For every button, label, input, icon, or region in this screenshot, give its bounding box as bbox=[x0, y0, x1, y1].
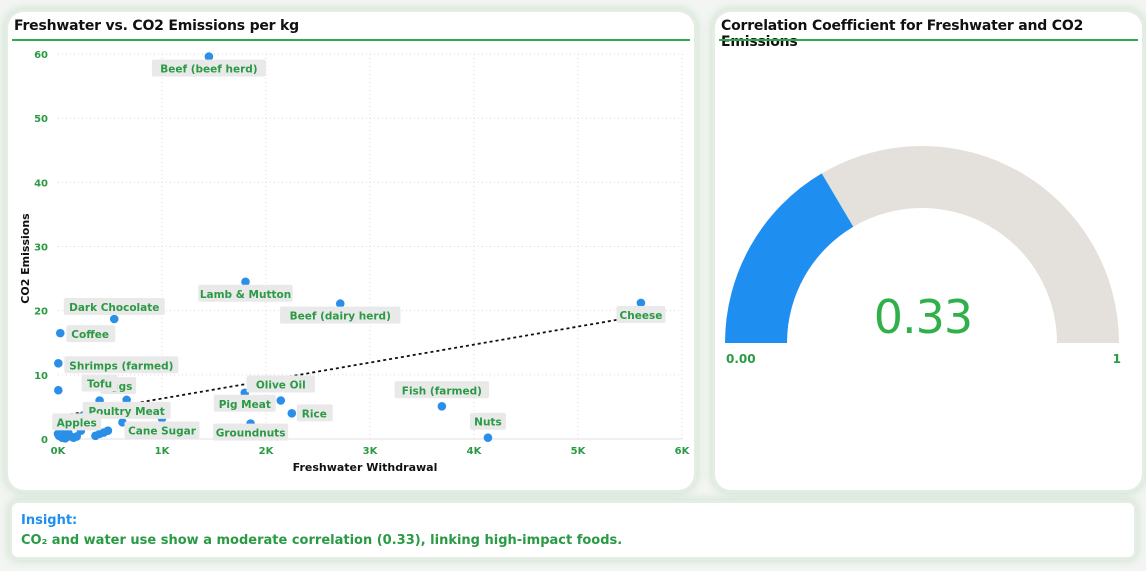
y-tick-label: 30 bbox=[34, 243, 48, 254]
point-label: Dark Chocolate bbox=[69, 302, 159, 314]
x-tick-label: 4K bbox=[467, 446, 483, 457]
correlation-gauge[interactable]: 0.33 0.00 1 bbox=[715, 12, 1142, 490]
scatter-point[interactable] bbox=[64, 428, 73, 438]
point-label: Coffee bbox=[71, 329, 109, 341]
y-tick-label: 10 bbox=[34, 371, 48, 382]
x-tick-label: 3K bbox=[363, 446, 379, 457]
point-label: Tofu bbox=[87, 379, 112, 391]
point-label: Beef (dairy herd) bbox=[290, 311, 391, 323]
point-label: Pig Meat bbox=[219, 399, 271, 411]
scatter-points bbox=[53, 52, 646, 443]
title-underline bbox=[12, 39, 690, 41]
title-underline bbox=[719, 39, 1138, 41]
point-label-bg bbox=[124, 421, 200, 439]
point-label-bg bbox=[469, 412, 506, 430]
y-tick-label: 0 bbox=[41, 435, 48, 446]
insight-text: CO₂ and water use show a moderate correl… bbox=[21, 533, 623, 548]
scatter-point[interactable] bbox=[54, 385, 63, 395]
gauge-card: Correlation Coefficient for Freshwater a… bbox=[715, 12, 1142, 490]
point-label: Cane Sugar bbox=[128, 425, 197, 437]
gauge-value: 0.33 bbox=[874, 290, 972, 344]
gauge-min-label: 0.00 bbox=[726, 352, 756, 366]
y-tick-label: 40 bbox=[34, 178, 48, 189]
y-axis-label: CO2 Emissions bbox=[19, 213, 32, 304]
scatter-point[interactable] bbox=[276, 396, 286, 405]
point-label: Rice bbox=[302, 408, 327, 420]
point-label-bg bbox=[296, 404, 333, 422]
gauge-title: Correlation Coefficient for Freshwater a… bbox=[721, 18, 1084, 50]
point-label-bg bbox=[82, 401, 171, 419]
x-tick-label: 5K bbox=[571, 446, 587, 457]
scatter-point[interactable] bbox=[55, 328, 65, 338]
scatter-point[interactable] bbox=[437, 401, 447, 411]
insight-title: Insight: bbox=[21, 513, 78, 528]
point-label: Beef (beef herd) bbox=[160, 64, 257, 76]
point-labels: Beef (beef herd) Lamb & Mutton Beef (dairy… bbox=[52, 59, 666, 441]
point-label-bg bbox=[66, 325, 116, 343]
x-axis-label: Freshwater Withdrawal bbox=[293, 461, 438, 474]
point-label-bg bbox=[616, 305, 666, 323]
y-tick-label: 20 bbox=[34, 307, 48, 318]
point-label-bg bbox=[63, 298, 165, 316]
point-label-bg bbox=[198, 284, 293, 302]
point-label: Fish (farmed) bbox=[402, 385, 482, 397]
point-label-bg bbox=[213, 394, 276, 412]
point-label: Poultry Meat bbox=[88, 406, 164, 418]
trend-line bbox=[57, 314, 641, 418]
insight-card: Insight: CO₂ and water use show a modera… bbox=[12, 503, 1134, 557]
point-label-bg bbox=[213, 423, 289, 441]
scatter-point[interactable] bbox=[54, 358, 63, 368]
point-label: Lamb & Mutton bbox=[200, 289, 291, 301]
scatter-point[interactable] bbox=[335, 299, 345, 308]
scatter-point[interactable] bbox=[91, 431, 100, 441]
x-tick-label: 1K bbox=[155, 446, 171, 457]
y-tick-label: 50 bbox=[34, 114, 48, 125]
scatter-point[interactable] bbox=[483, 433, 493, 443]
point-label-bg bbox=[394, 381, 490, 399]
gauge-fill bbox=[725, 173, 854, 343]
scatter-chart-title: Freshwater vs. CO2 Emissions per kg bbox=[14, 18, 299, 34]
point-label: Olive Oil bbox=[256, 380, 306, 392]
y-tick-label: 60 bbox=[34, 50, 48, 61]
point-label-bg bbox=[81, 374, 118, 392]
scatter-point[interactable] bbox=[109, 314, 119, 324]
point-label: Apples bbox=[57, 417, 97, 429]
x-tick-label: 2K bbox=[259, 446, 275, 457]
scatter-point[interactable] bbox=[287, 409, 297, 418]
gauge-max-label: 1 bbox=[1113, 352, 1121, 366]
point-label-bg bbox=[280, 306, 401, 324]
point-label-bg bbox=[151, 59, 266, 77]
x-tick-label: 6K bbox=[675, 446, 691, 457]
point-label-bg bbox=[52, 413, 102, 431]
scatter-point[interactable] bbox=[56, 430, 65, 439]
point-label: Nuts bbox=[474, 417, 502, 429]
point-label-bg bbox=[246, 375, 316, 393]
grid bbox=[58, 53, 683, 439]
point-label: Cheese bbox=[620, 310, 663, 322]
scatter-point[interactable] bbox=[636, 298, 646, 308]
x-tick-label: 0K bbox=[51, 446, 67, 457]
scatter-point[interactable] bbox=[204, 52, 214, 61]
scatter-chart-card: Freshwater vs. CO2 Emissions per kg 0 10 2… bbox=[8, 12, 694, 490]
point-label: Groundnuts bbox=[216, 428, 286, 440]
scatter-point[interactable] bbox=[241, 277, 250, 287]
point-label: Shrimps (farmed) bbox=[69, 360, 173, 372]
gauge-track bbox=[821, 145, 1119, 343]
scatter-chart[interactable]: 0 10 20 30 40 50 60 0K 1K 2K 3K 4K 5K 6K Freshwater Wi… bbox=[8, 12, 694, 490]
point-label-bg bbox=[64, 356, 179, 374]
